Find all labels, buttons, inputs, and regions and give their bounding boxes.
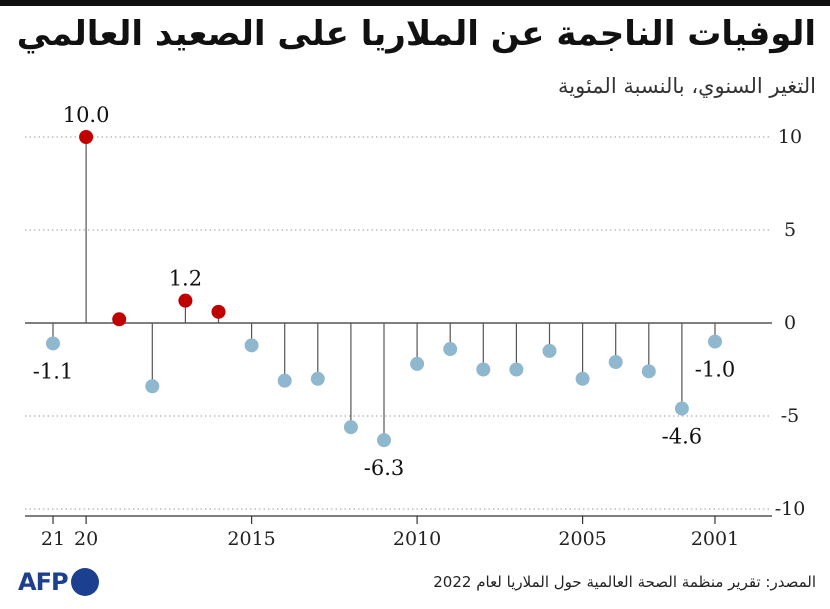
data-point xyxy=(112,312,127,327)
data-label: -4.6 xyxy=(662,425,703,449)
grid-layer: 10 5 0 -5 -10 xyxy=(25,126,805,520)
data-point xyxy=(178,293,193,308)
data-point xyxy=(608,355,623,370)
data-point xyxy=(509,362,524,377)
data-point xyxy=(244,338,259,353)
data-point xyxy=(310,371,325,386)
data-point xyxy=(641,364,656,379)
data-point xyxy=(145,379,160,394)
point-layer xyxy=(46,130,722,448)
chart-title: الوفيات الناجمة عن الملاريا على الصعيد ا… xyxy=(16,14,816,54)
top-bar xyxy=(0,0,830,6)
chart-subtitle: التغير السنوي، بالنسبة المئوية xyxy=(558,74,816,98)
data-point xyxy=(542,343,557,358)
data-label: -6.3 xyxy=(364,456,405,480)
data-point xyxy=(377,433,391,448)
y-tick-label: 5 xyxy=(784,219,796,241)
data-point xyxy=(46,336,60,351)
source-note: المصدر: تقرير منظمة الصحة العالمية حول ا… xyxy=(433,573,816,591)
y-tick-label: -10 xyxy=(775,498,806,520)
data-point xyxy=(211,304,226,319)
data-point xyxy=(575,371,590,386)
data-point xyxy=(674,401,689,416)
y-tick-label: -5 xyxy=(781,405,800,427)
data-label-layer: -1.1 10.0 1.2 -6.3 -4.6 -1.0 xyxy=(33,103,736,480)
x-tick-label: 2015 xyxy=(227,528,275,550)
x-tick-label: 21 xyxy=(41,528,65,550)
data-point xyxy=(708,334,722,349)
y-tick-label: 0 xyxy=(784,312,796,334)
data-point xyxy=(79,130,94,144)
data-point xyxy=(277,373,292,388)
afp-logo-text: AFP xyxy=(18,568,69,596)
data-label: 1.2 xyxy=(169,267,202,291)
data-label: -1.1 xyxy=(33,359,74,383)
y-tick-label: 10 xyxy=(778,126,802,148)
afp-logo: AFP xyxy=(18,567,99,597)
data-label: 10.0 xyxy=(63,103,110,127)
x-tick-label: 2005 xyxy=(558,528,606,550)
data-point xyxy=(443,342,458,357)
x-tick-label: 20 xyxy=(74,528,98,550)
x-tick-label: 2010 xyxy=(393,528,441,550)
x-tick-label: 2001 xyxy=(691,528,739,550)
stem-layer xyxy=(52,137,716,441)
data-label: -1.0 xyxy=(695,358,736,382)
data-point xyxy=(410,356,425,371)
data-point xyxy=(343,420,358,435)
data-point xyxy=(476,362,491,377)
x-axis: 21 20 2015 2010 2005 2001 xyxy=(25,515,772,550)
afp-logo-dot-icon xyxy=(70,568,99,596)
